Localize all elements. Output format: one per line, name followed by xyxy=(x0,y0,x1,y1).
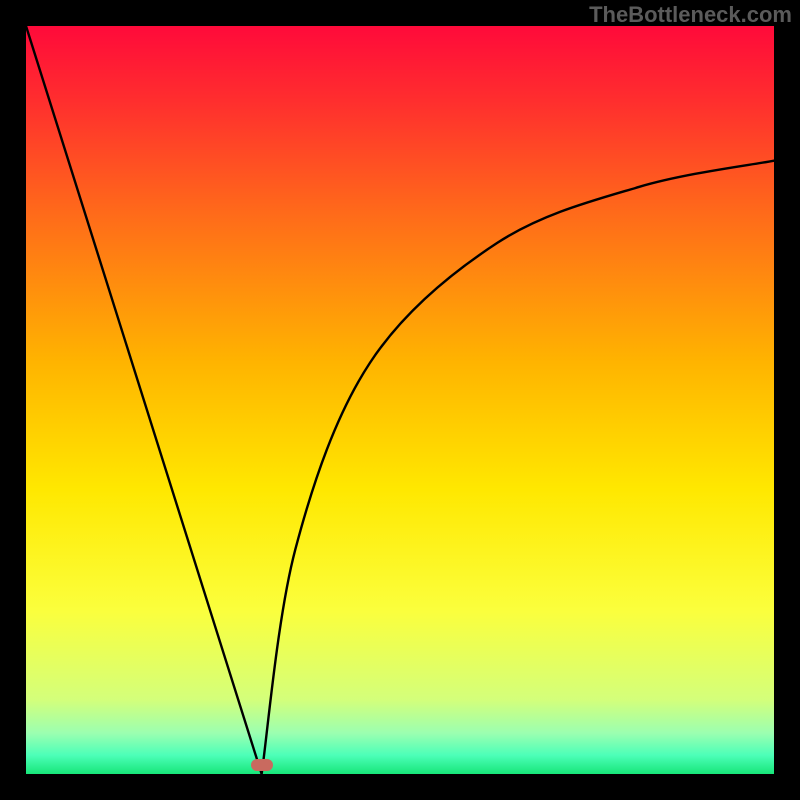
watermark-text: TheBottleneck.com xyxy=(589,2,792,28)
optimal-point-marker xyxy=(251,759,273,771)
chart-frame: TheBottleneck.com xyxy=(0,0,800,800)
plot-area xyxy=(26,26,774,774)
